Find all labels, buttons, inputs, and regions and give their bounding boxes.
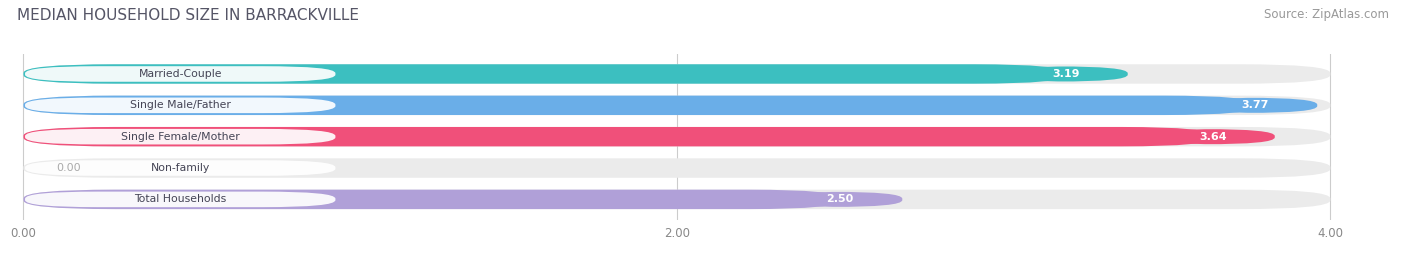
- FancyBboxPatch shape: [24, 127, 1213, 146]
- FancyBboxPatch shape: [1150, 129, 1275, 144]
- Text: 0.00: 0.00: [56, 163, 80, 173]
- Text: 3.77: 3.77: [1241, 100, 1268, 110]
- FancyBboxPatch shape: [25, 98, 336, 113]
- FancyBboxPatch shape: [24, 96, 1330, 115]
- FancyBboxPatch shape: [24, 64, 1330, 84]
- Text: Non-family: Non-family: [150, 163, 209, 173]
- Text: Married-Couple: Married-Couple: [138, 69, 222, 79]
- Text: 3.19: 3.19: [1052, 69, 1080, 79]
- FancyBboxPatch shape: [778, 192, 903, 207]
- FancyBboxPatch shape: [25, 192, 336, 207]
- FancyBboxPatch shape: [25, 129, 336, 144]
- Text: MEDIAN HOUSEHOLD SIZE IN BARRACKVILLE: MEDIAN HOUSEHOLD SIZE IN BARRACKVILLE: [17, 8, 359, 23]
- FancyBboxPatch shape: [24, 158, 1330, 178]
- FancyBboxPatch shape: [24, 190, 841, 209]
- FancyBboxPatch shape: [25, 66, 336, 82]
- FancyBboxPatch shape: [24, 127, 1330, 146]
- Text: 3.64: 3.64: [1199, 132, 1226, 142]
- Text: Single Female/Mother: Single Female/Mother: [121, 132, 239, 142]
- FancyBboxPatch shape: [24, 96, 1256, 115]
- FancyBboxPatch shape: [1194, 98, 1317, 113]
- Text: Source: ZipAtlas.com: Source: ZipAtlas.com: [1264, 8, 1389, 21]
- FancyBboxPatch shape: [24, 64, 1066, 84]
- Text: Total Households: Total Households: [134, 194, 226, 204]
- FancyBboxPatch shape: [24, 190, 1330, 209]
- FancyBboxPatch shape: [1004, 66, 1128, 81]
- Text: Single Male/Father: Single Male/Father: [129, 100, 231, 110]
- Text: 2.50: 2.50: [827, 194, 853, 204]
- FancyBboxPatch shape: [25, 160, 336, 176]
